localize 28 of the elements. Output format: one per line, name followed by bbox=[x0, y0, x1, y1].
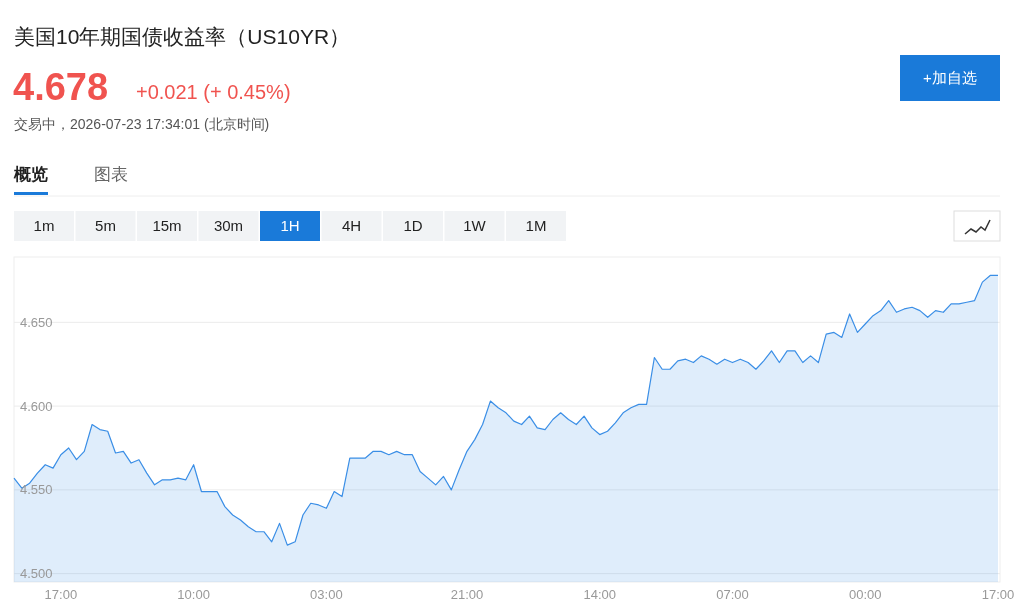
y-tick-label: 4.600 bbox=[20, 398, 53, 414]
chart-subtitle: 4.678 bbox=[13, 66, 109, 108]
text: 图表 bbox=[94, 165, 128, 184]
x-tick-label: 00:00 bbox=[848, 587, 882, 602]
text: 15m bbox=[152, 217, 182, 234]
x-tick-label: 07:00 bbox=[716, 587, 749, 602]
text: 交易中，2026-07-23 17:34:01 (北京时间) bbox=[14, 116, 270, 132]
x-tick-label: 14:00 bbox=[583, 587, 616, 602]
y-tick-label: 4.550 bbox=[20, 482, 53, 498]
y-tick-label: 4.650 bbox=[20, 314, 53, 330]
x-tick-label: 10:00 bbox=[177, 587, 210, 602]
text: 1D bbox=[403, 217, 423, 234]
text: 1m bbox=[33, 217, 55, 234]
y-tick-label: 4.500 bbox=[20, 566, 53, 582]
text: +0.021 (+ 0.45%) bbox=[136, 81, 291, 103]
text: 1H bbox=[280, 217, 300, 234]
x-tick-label: 03:00 bbox=[310, 587, 343, 602]
text: 5m bbox=[95, 217, 116, 234]
chart-title: 美国10年期国债收益率（US10YR） bbox=[14, 25, 351, 48]
text: 1W bbox=[463, 217, 487, 234]
text: 4H bbox=[341, 217, 362, 234]
text: 概览 bbox=[13, 165, 48, 184]
x-tick-label: 21:00 bbox=[450, 587, 484, 602]
x-tick-label: 17:00 bbox=[44, 587, 78, 602]
text: 30m bbox=[213, 217, 244, 234]
text: 1M bbox=[525, 217, 547, 234]
x-tick-label: 17:00 bbox=[981, 587, 1015, 602]
text: +加自选 bbox=[923, 69, 977, 86]
